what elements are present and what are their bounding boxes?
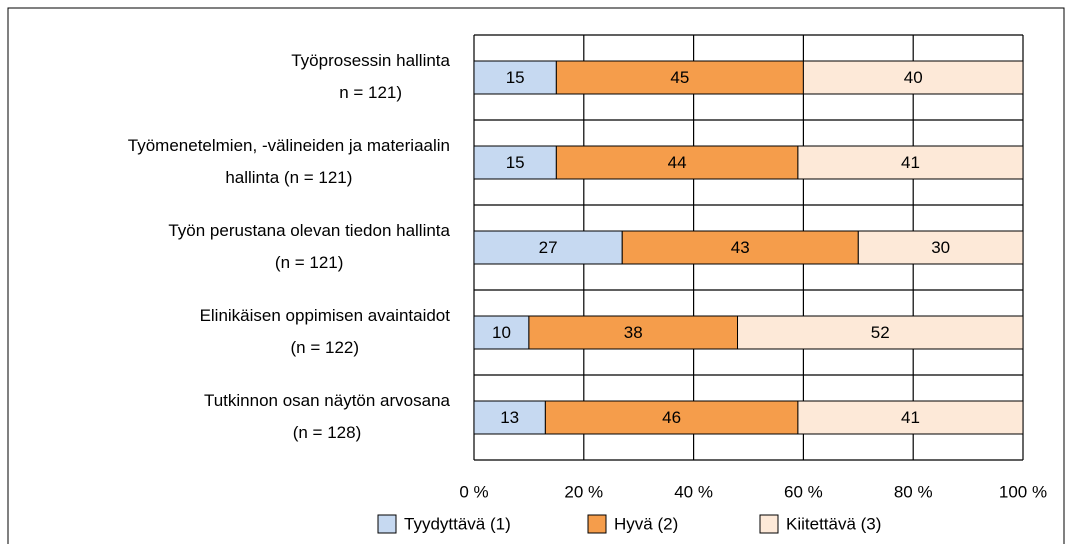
legend-label: Tyydyttävä (1)	[404, 514, 511, 533]
bar-segment	[473, 145, 557, 180]
bar-segment	[473, 315, 530, 350]
bar-segment	[473, 400, 546, 435]
category-label: Työn perustana olevan tiedon hallinta	[168, 221, 450, 240]
data-label: 43	[731, 238, 750, 257]
data-label: 44	[668, 153, 687, 172]
x-tick-label: 60 %	[784, 482, 823, 501]
bar-segment	[737, 315, 1024, 350]
bar-segment	[555, 60, 804, 95]
data-label: 41	[901, 153, 920, 172]
legend-swatch	[587, 514, 607, 534]
x-tick-label: 0 %	[459, 482, 488, 501]
legend-swatch	[759, 514, 779, 534]
data-label: 38	[624, 323, 643, 342]
category-label: Työprosessin hallinta	[291, 51, 450, 70]
data-label: 40	[904, 68, 923, 87]
data-label: 46	[662, 408, 681, 427]
x-tick-label: 20 %	[564, 482, 603, 501]
data-label: 45	[670, 68, 689, 87]
category-label: hallinta (n = 121)	[225, 168, 352, 187]
x-tick-label: 80 %	[894, 482, 933, 501]
bar-segment	[555, 145, 799, 180]
bar-segment	[473, 230, 623, 265]
data-label: 15	[506, 68, 525, 87]
category-label: Työmenetelmien, -välineiden ja materiaal…	[128, 136, 450, 155]
legend-swatch	[377, 514, 397, 534]
data-label: 13	[500, 408, 519, 427]
legend-label: Kiitettävä (3)	[786, 514, 881, 533]
category-label: (n = 121)	[275, 253, 344, 272]
category-label: Elinikäisen oppimisen avaintaidot	[200, 306, 451, 325]
data-label: 30	[931, 238, 950, 257]
data-label: 41	[901, 408, 920, 427]
x-tick-label: 100 %	[999, 482, 1047, 501]
data-label: 15	[506, 153, 525, 172]
data-label: 10	[492, 323, 511, 342]
category-label: n = 121)	[339, 83, 402, 102]
bar-segment	[802, 60, 1024, 95]
legend-label: Hyvä (2)	[614, 514, 678, 533]
chart-border	[7, 7, 1065, 544]
category-label: (n = 128)	[293, 423, 362, 442]
category-label: (n = 122)	[291, 338, 360, 357]
data-label: 27	[539, 238, 558, 257]
bar-segment	[797, 400, 1024, 435]
bar-segment	[857, 230, 1024, 265]
bar-segment	[544, 400, 799, 435]
data-label: 52	[871, 323, 890, 342]
bar-segment	[528, 315, 739, 350]
x-tick-label: 40 %	[674, 482, 713, 501]
category-label: Tutkinnon osan näytön arvosana	[204, 391, 451, 410]
bar-segment	[797, 145, 1024, 180]
